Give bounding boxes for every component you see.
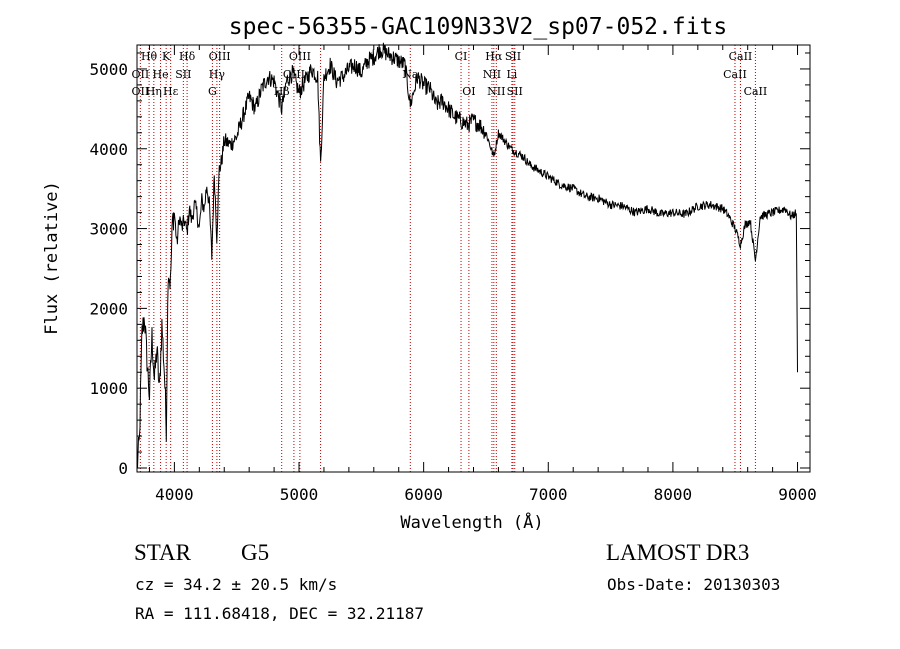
obs-date: Obs-Date: 20130303 xyxy=(607,575,781,594)
flux-series-line xyxy=(136,42,798,469)
line-label: SII xyxy=(505,50,521,63)
x-axis-ticks: 4000 5000 6000 7000 8000 9000 xyxy=(148,45,817,504)
x-tick-label: 7000 xyxy=(529,485,568,504)
line-label: Hθ xyxy=(141,50,158,63)
line-label: G xyxy=(208,85,217,98)
line-label: Hγ xyxy=(209,68,226,81)
survey-name: LAMOST DR3 xyxy=(606,540,750,565)
y-tick-label: 5000 xyxy=(89,60,128,79)
y-tick-label: 4000 xyxy=(89,140,128,159)
line-label: OI xyxy=(462,85,475,98)
y-axis-label: Flux (relative) xyxy=(42,181,62,335)
x-tick-label: 9000 xyxy=(778,485,817,504)
x-tick-label: 6000 xyxy=(404,485,443,504)
line-label: CaII xyxy=(729,50,753,63)
line-label: NII xyxy=(487,85,505,98)
y-tick-label: 2000 xyxy=(89,299,128,318)
object-class: STAR xyxy=(134,540,191,565)
line-label: SII xyxy=(175,68,191,81)
y-tick-label: 0 xyxy=(118,459,128,478)
plot-frame xyxy=(136,44,811,473)
line-label: K xyxy=(162,50,171,63)
line-label: CI xyxy=(455,50,468,63)
line-label: OIII xyxy=(283,68,305,81)
line-label: Hα xyxy=(485,50,503,63)
y-tick-label: 1000 xyxy=(89,379,128,398)
line-label: OIII xyxy=(289,50,311,63)
coordinates: RA = 111.68418, DEC = 32.21187 xyxy=(135,604,424,623)
line-label: CaII xyxy=(744,85,768,98)
line-label: Hη xyxy=(146,85,162,98)
line-label: NII xyxy=(483,68,501,81)
line-label: OII xyxy=(132,85,150,98)
y-tick-label: 3000 xyxy=(89,220,128,239)
y-axis-ticks: 0 1000 2000 3000 4000 5000 xyxy=(89,52,810,478)
line-label: OIII xyxy=(209,50,231,63)
line-markers xyxy=(139,45,756,472)
line-label: SII xyxy=(507,85,523,98)
line-label: OII xyxy=(132,68,150,81)
x-tick-label: 8000 xyxy=(654,485,693,504)
line-label: Li xyxy=(506,68,517,81)
redshift-cz: cz = 34.2 ± 20.5 km/s xyxy=(135,575,338,594)
line-label: CaII xyxy=(723,68,747,81)
line-label: He xyxy=(153,68,169,81)
x-axis-label: Wavelength (Å) xyxy=(400,511,543,533)
x-tick-label: 5000 xyxy=(280,485,319,504)
object-subclass: G5 xyxy=(241,540,270,565)
chart-title: spec-56355-GAC109N33V2_sp07-052.fits xyxy=(229,14,728,40)
line-label: Hε xyxy=(163,85,179,98)
line-label: Hδ xyxy=(179,50,196,63)
x-tick-label: 4000 xyxy=(155,485,194,504)
